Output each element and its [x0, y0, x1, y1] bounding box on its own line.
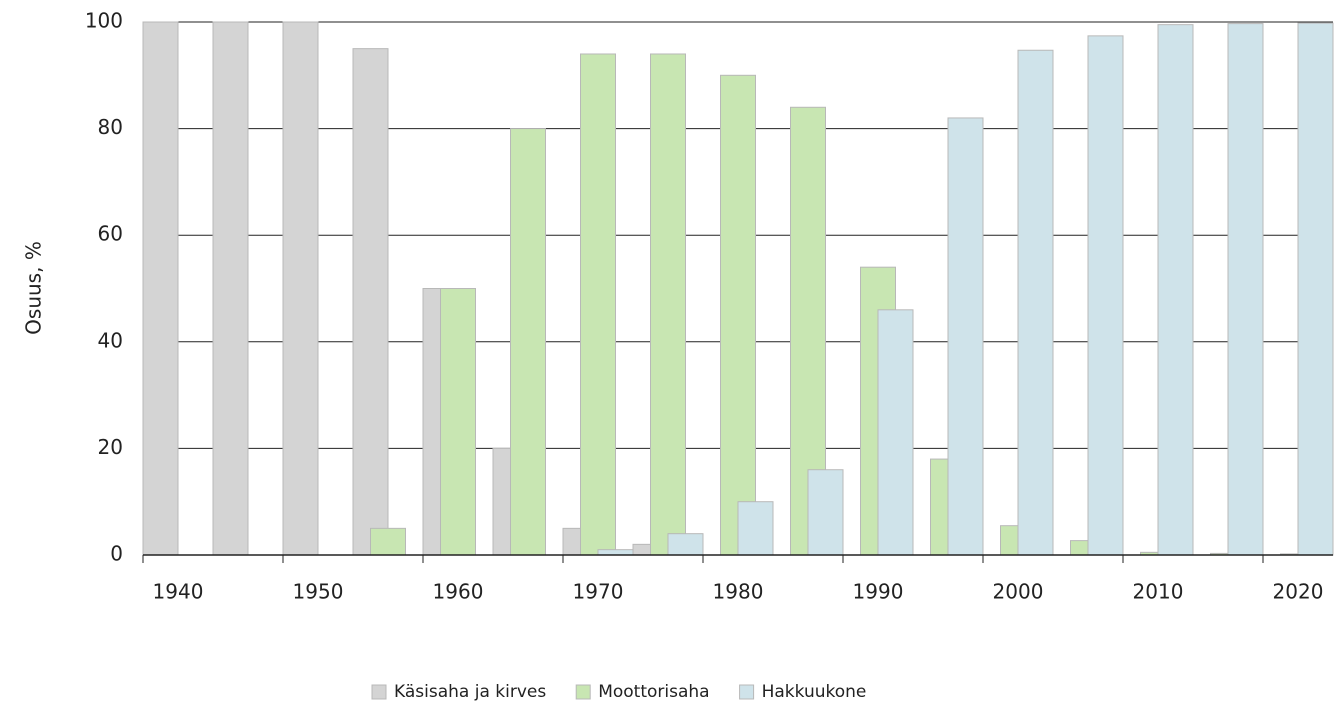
x-tick-label: 2020: [1273, 580, 1324, 604]
bar: [1017, 49, 1054, 556]
x-tick-label: 1980: [713, 580, 764, 604]
bar: [352, 48, 389, 556]
bar: [650, 53, 686, 556]
bar: [580, 53, 616, 556]
bar: [597, 549, 634, 556]
y-axis-label: Osuus, %: [22, 241, 46, 335]
y-tick-label: 60: [98, 222, 123, 246]
bar: [1297, 22, 1334, 556]
bar: [667, 533, 704, 556]
legend-label: Hakkuukone: [762, 682, 867, 702]
legend-label: Käsisaha ja kirves: [394, 682, 546, 702]
y-tick-label: 20: [98, 435, 123, 459]
bar: [510, 128, 546, 556]
x-tick-label: 1990: [853, 580, 904, 604]
x-tick-label: 1960: [433, 580, 484, 604]
y-tick-label: 100: [85, 9, 123, 33]
x-tick-label: 1940: [153, 580, 204, 604]
bar: [142, 21, 179, 556]
bar: [1087, 35, 1124, 556]
bar: [720, 74, 756, 556]
bar: [440, 288, 476, 556]
x-tick-label: 1950: [293, 580, 344, 604]
x-tick-label: 1970: [573, 580, 624, 604]
legend-label: Moottorisaha: [598, 682, 709, 702]
legend-swatch: [371, 684, 387, 700]
bar: [1227, 23, 1264, 556]
bar: [877, 309, 914, 556]
bar: [947, 117, 984, 556]
bar: [282, 21, 319, 556]
bar: [370, 527, 406, 556]
bar: [1157, 24, 1194, 556]
y-tick-label: 0: [110, 542, 123, 566]
bar: [212, 21, 249, 556]
bar: [737, 501, 774, 556]
x-tick-label: 2010: [1133, 580, 1184, 604]
y-tick-label: 80: [98, 115, 123, 139]
bar: [807, 469, 844, 556]
x-tick-label: 2000: [993, 580, 1044, 604]
y-tick-label: 40: [98, 328, 123, 352]
legend-swatch: [575, 684, 591, 700]
legend-swatch: [739, 684, 755, 700]
